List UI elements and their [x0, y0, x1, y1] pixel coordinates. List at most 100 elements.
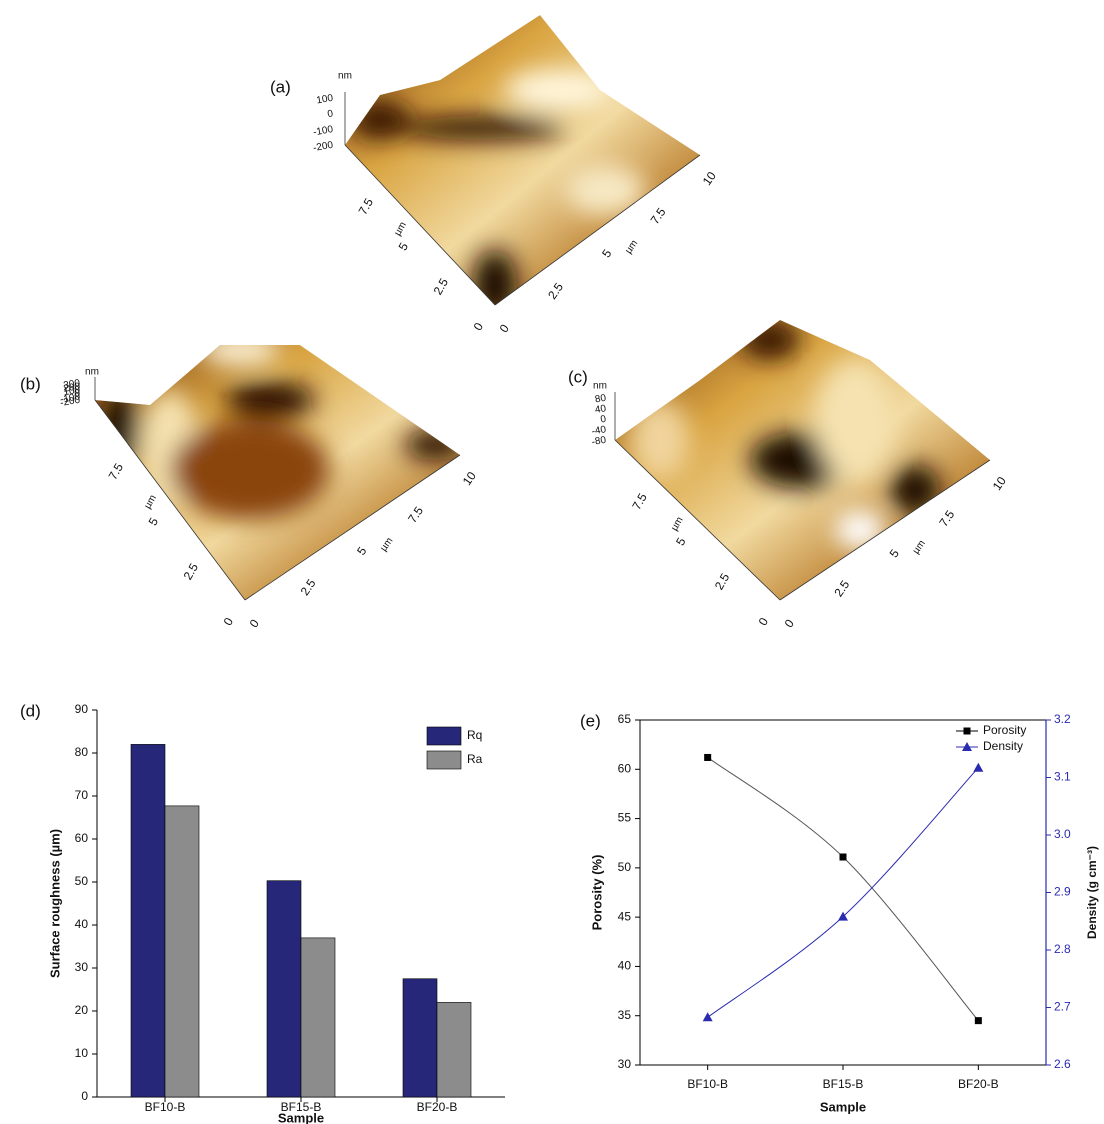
y-tick-label: 0: [81, 1089, 88, 1103]
left-axis-tick-label: 2.5: [712, 571, 733, 593]
z-tick-label: 0: [327, 108, 335, 120]
bar: [403, 979, 437, 1097]
x-tick-label: BF20-B: [417, 1100, 458, 1114]
y-tick-label: 55: [618, 811, 632, 825]
y-tick-label: 70: [75, 788, 89, 802]
y-tick-label: 20: [75, 1003, 89, 1017]
left-axis-tick-label: 0: [471, 320, 487, 333]
bar: [301, 938, 335, 1097]
legend-label: Rq: [467, 728, 482, 742]
z-tick-label: -200: [59, 395, 81, 409]
y-axis-label: Surface roughness (µm): [47, 829, 62, 978]
bar: [437, 1002, 471, 1097]
right-axis-tick-label: 10: [700, 169, 719, 188]
y2-tick-label: 3.1: [1054, 770, 1071, 784]
series-line: [708, 757, 979, 1020]
y2-axis-label: Density (g cm⁻³): [1085, 846, 1099, 939]
y-tick-label: 30: [75, 960, 89, 974]
right-axis-tick-label: 5: [354, 544, 369, 558]
y2-tick-label: 3.0: [1054, 827, 1071, 841]
right-axis-unit: µm: [623, 238, 640, 256]
marker: [703, 1012, 713, 1021]
bar: [165, 806, 199, 1097]
left-axis-tick-label: 5: [396, 240, 412, 253]
left-axis-tick-label: 0: [756, 615, 772, 628]
left-axis-tick-label: 7.5: [356, 196, 377, 218]
marker: [973, 763, 983, 772]
right-axis-tick-label: 7.5: [648, 205, 669, 227]
right-axis-tick-label: 0: [497, 322, 512, 336]
legend-label: Porosity: [983, 723, 1026, 737]
left-axis-tick-label: 7.5: [106, 461, 127, 483]
z-unit: nm: [338, 71, 352, 82]
bar: [267, 881, 301, 1097]
y-axis-label: Porosity (%): [589, 855, 604, 931]
legend-label: Ra: [467, 752, 483, 766]
right-axis-unit: µm: [911, 538, 928, 556]
z-tick-label: -80: [591, 435, 608, 448]
x-axis-label: Sample: [820, 1099, 866, 1114]
series-line: [708, 768, 979, 1018]
left-axis-tick-label: 5: [146, 515, 162, 528]
panel-label: (b): [20, 374, 41, 393]
z-unit: nm: [593, 381, 607, 392]
y-tick-label: 40: [75, 917, 89, 931]
y-tick-label: 10: [75, 1046, 89, 1060]
marker: [704, 754, 711, 761]
legend-swatch: [427, 727, 461, 745]
right-axis-tick-label: 10: [990, 474, 1009, 493]
y-tick-label: 40: [618, 959, 632, 973]
left-axis-tick-label: 0: [221, 615, 237, 628]
left-axis-unit: µm: [669, 515, 686, 533]
right-axis-tick-label: 2.5: [298, 576, 319, 598]
y-tick-label: 50: [618, 860, 632, 874]
z-tick-label: 100: [316, 93, 335, 107]
y-tick-label: 60: [75, 831, 89, 845]
y2-tick-label: 2.9: [1054, 885, 1071, 899]
left-axis-tick-label: 2.5: [181, 561, 202, 583]
y2-tick-label: 2.6: [1054, 1057, 1071, 1071]
afm-surface-c: [615, 320, 990, 600]
panel-label: (a): [270, 77, 291, 96]
right-axis-tick-label: 0: [782, 617, 797, 631]
marker: [840, 854, 847, 861]
left-axis-tick-label: 5: [673, 535, 689, 548]
y-tick-label: 90: [75, 702, 89, 716]
right-axis-tick-label: 0: [247, 617, 262, 631]
x-tick-label: BF10-B: [687, 1077, 728, 1091]
right-axis-tick-label: 7.5: [936, 507, 957, 529]
left-axis-unit: µm: [392, 220, 409, 238]
z-unit: nm: [85, 367, 99, 378]
right-axis-tick-label: 7.5: [405, 504, 426, 526]
y-tick-label: 50: [75, 874, 89, 888]
x-tick-label: BF10-B: [145, 1100, 186, 1114]
x-axis-label: Sample: [278, 1110, 324, 1124]
right-axis-tick-label: 5: [887, 547, 902, 561]
y-tick-label: 65: [618, 712, 632, 726]
plot-frame: [640, 720, 1046, 1065]
marker: [975, 1017, 982, 1024]
right-axis-tick-label: 2.5: [831, 577, 852, 599]
legend-marker: [964, 728, 971, 735]
y-tick-label: 45: [618, 909, 632, 923]
left-axis-unit: µm: [142, 493, 159, 511]
z-tick-label: -200: [312, 140, 334, 154]
y2-tick-label: 2.8: [1054, 942, 1071, 956]
right-axis-unit: µm: [378, 536, 395, 554]
right-axis-tick-label: 2.5: [545, 280, 566, 302]
left-axis-tick-label: 2.5: [431, 276, 452, 298]
x-tick-label: BF20-B: [958, 1077, 999, 1091]
legend-label: Density: [983, 739, 1023, 753]
afm-surface-a: [345, 15, 700, 320]
right-axis-tick-label: 10: [460, 469, 479, 488]
figure: (a)nm1000-100-20002.557.5µm02.557.510µm(…: [0, 0, 1104, 1124]
panel-label: (e): [580, 711, 601, 730]
legend-swatch: [427, 751, 461, 769]
x-tick-label: BF15-B: [823, 1077, 864, 1091]
bar: [131, 744, 165, 1097]
y-tick-label: 60: [618, 761, 632, 775]
afm-surface-b: [95, 335, 465, 600]
page: {"panels": [ {"label": "(a)", "z_unit": …: [0, 0, 1104, 1124]
panel-label: (c): [568, 367, 588, 386]
y-tick-label: 80: [75, 745, 89, 759]
